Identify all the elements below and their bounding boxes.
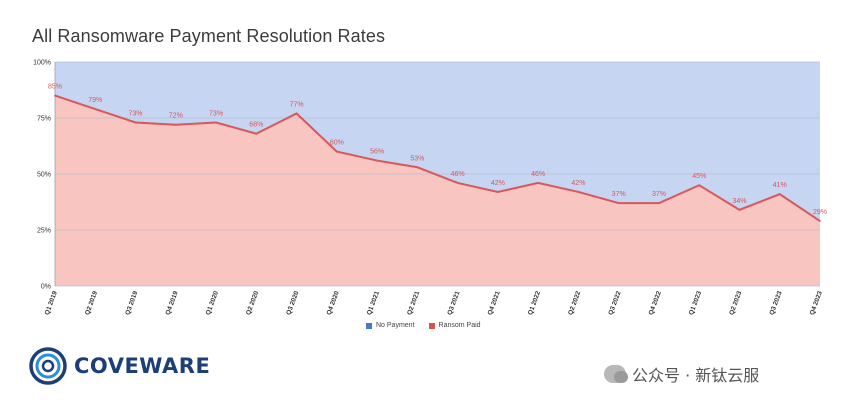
data-label: 53% — [410, 155, 424, 162]
legend-item-no-payment: No Payment — [366, 322, 415, 329]
data-point — [778, 193, 781, 195]
coveware-logo: COVEWARE — [28, 346, 210, 386]
data-point — [698, 184, 701, 186]
data-point — [54, 94, 56, 97]
data-point — [376, 159, 378, 162]
data-point — [416, 166, 419, 169]
data-label: 37% — [652, 191, 666, 198]
x-tick-label: Q4 2021 — [487, 290, 502, 316]
data-point — [658, 202, 660, 204]
legend-swatch-no-payment — [366, 322, 372, 329]
watermark-text: 公众号 · 新钛云服 — [632, 366, 760, 385]
x-tick-label: Q1 2022 — [527, 290, 542, 316]
data-label: 29% — [813, 209, 827, 216]
y-tick-label: 25% — [37, 228, 51, 235]
x-tick-label: Q4 2020 — [326, 290, 341, 316]
x-tick-label: Q2 2019 — [84, 290, 99, 316]
y-tick-label: 0% — [41, 284, 51, 291]
data-point — [577, 191, 580, 193]
x-tick-label: Q1 2020 — [205, 290, 220, 316]
y-tick-label: 100% — [33, 60, 51, 67]
data-label: 73% — [129, 110, 143, 117]
x-tick-label: Q3 2020 — [285, 290, 300, 316]
legend-label-ransom-paid: Ransom Paid — [438, 322, 481, 329]
data-label: 72% — [169, 113, 183, 120]
data-point — [537, 182, 539, 184]
coveware-logo-icon — [29, 347, 67, 385]
x-tick-label: Q2 2022 — [567, 290, 582, 316]
area-ransom-paid — [55, 95, 820, 286]
chart-title: All Ransomware Payment Resolution Rates — [32, 26, 386, 46]
legend-item-ransom-paid: Ransom Paid — [428, 322, 481, 329]
data-point — [819, 220, 821, 222]
data-label: 37% — [612, 191, 626, 198]
legend-label-no-payment: No Payment — [376, 322, 415, 329]
data-label: 46% — [531, 171, 545, 178]
y-tick-label: 50% — [37, 172, 51, 179]
wechat-icon — [604, 365, 628, 383]
x-tick-label: Q2 2021 — [406, 290, 421, 316]
data-point — [94, 108, 97, 110]
data-label: 60% — [330, 140, 344, 147]
data-label: 85% — [48, 84, 62, 91]
data-label: 46% — [451, 171, 465, 178]
x-tick-label: Q3 2023 — [769, 290, 784, 316]
data-label: 34% — [732, 198, 746, 205]
x-tick-label: Q4 2022 — [648, 290, 663, 316]
data-label: 41% — [773, 182, 787, 189]
x-tick-label: Q3 2022 — [607, 290, 622, 316]
data-label: 42% — [491, 180, 505, 187]
x-tick-label: Q4 2023 — [809, 290, 824, 316]
legend-swatch-ransom-paid — [428, 322, 435, 329]
x-tick-label: Q3 2021 — [446, 290, 461, 316]
data-label: 68% — [249, 122, 263, 129]
data-label: 56% — [370, 149, 384, 156]
data-point — [497, 191, 499, 193]
data-point — [134, 121, 137, 124]
y-tick-label: 75% — [37, 116, 51, 123]
x-tick-label: Q4 2019 — [165, 290, 180, 316]
watermark: 公众号 · 新钛云服 — [604, 362, 759, 386]
data-point — [295, 112, 298, 115]
x-tick-label: Q1 2019 — [44, 290, 59, 316]
data-label: 73% — [209, 110, 223, 117]
x-tick-label: Q1 2023 — [688, 290, 703, 316]
coveware-logo-text: COVEWARE — [74, 354, 211, 378]
x-tick-label: Q1 2021 — [366, 290, 381, 316]
data-label: 42% — [571, 180, 585, 187]
x-tick-label: Q2 2020 — [245, 290, 260, 316]
data-label: 45% — [692, 173, 706, 180]
data-point — [617, 202, 620, 204]
data-label: 79% — [88, 97, 102, 104]
x-tick-label: Q3 2019 — [124, 290, 139, 316]
data-point — [336, 150, 338, 153]
data-point — [255, 132, 258, 135]
x-tick-label: Q2 2023 — [728, 290, 743, 316]
data-point — [456, 182, 459, 184]
line-ransom-paid — [54, 94, 821, 222]
chart-legend: No Payment Ransom Paid — [366, 322, 481, 329]
data-point — [215, 121, 217, 124]
data-point — [174, 123, 177, 126]
data-point — [738, 209, 741, 211]
data-label: 77% — [290, 102, 304, 109]
